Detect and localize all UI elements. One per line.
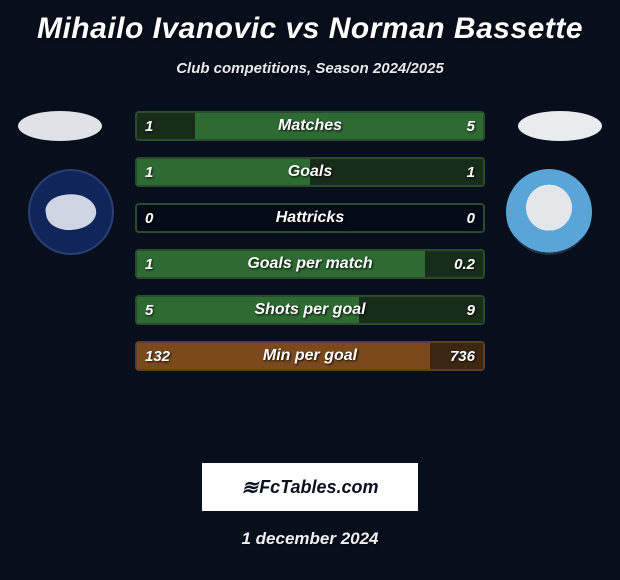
stat-fill-right (195, 113, 483, 139)
stat-value-left: 132 (137, 343, 178, 369)
club-badge-left (28, 169, 114, 255)
stat-row: 0 0Hattricks (135, 203, 485, 233)
page-subtitle: Club competitions, Season 2024/2025 (0, 60, 620, 77)
stat-label: Hattricks (137, 205, 483, 231)
logo-text: FcTables.com (259, 477, 378, 498)
page-title: Mihailo Ivanovic vs Norman Bassette (0, 0, 620, 46)
stat-value-left: 5 (137, 297, 161, 323)
player-left-silhouette (18, 111, 102, 141)
stat-value-left: 1 (137, 113, 161, 139)
source-logo: ≋ FcTables.com (202, 463, 418, 511)
stat-value-left: 1 (137, 159, 161, 185)
stat-fill-left (137, 159, 310, 185)
stat-bars-container: 15Matches11Goals00Hattricks10.2Goals per… (135, 111, 485, 387)
stat-row: 59Shots per goal (135, 295, 485, 325)
stat-value-right: 1 (459, 159, 483, 185)
club-badge-right (506, 169, 592, 255)
comparison-area: 15Matches11Goals00Hattricks10.2Goals per… (0, 111, 620, 451)
stat-fill-right (310, 159, 483, 185)
stat-row: 11Goals (135, 157, 485, 187)
stat-value-left: 0 (137, 205, 161, 231)
stat-fill-left (137, 251, 425, 277)
stat-row: 15Matches (135, 111, 485, 141)
stat-value-right: 0.2 (446, 251, 483, 277)
stat-value-right: 736 (442, 343, 483, 369)
stat-value-right: 9 (459, 297, 483, 323)
stat-value-right: 0 (459, 205, 483, 231)
player-right-silhouette (518, 111, 602, 141)
stat-value-left: 1 (137, 251, 161, 277)
snapshot-date: 1 december 2024 (0, 529, 620, 549)
logo-wave-icon: ≋ (241, 475, 255, 500)
stat-fill-left (137, 297, 359, 323)
stat-value-right: 5 (459, 113, 483, 139)
stat-fill-left (137, 343, 430, 369)
stat-row: 132736Min per goal (135, 341, 485, 371)
stat-row: 10.2Goals per match (135, 249, 485, 279)
